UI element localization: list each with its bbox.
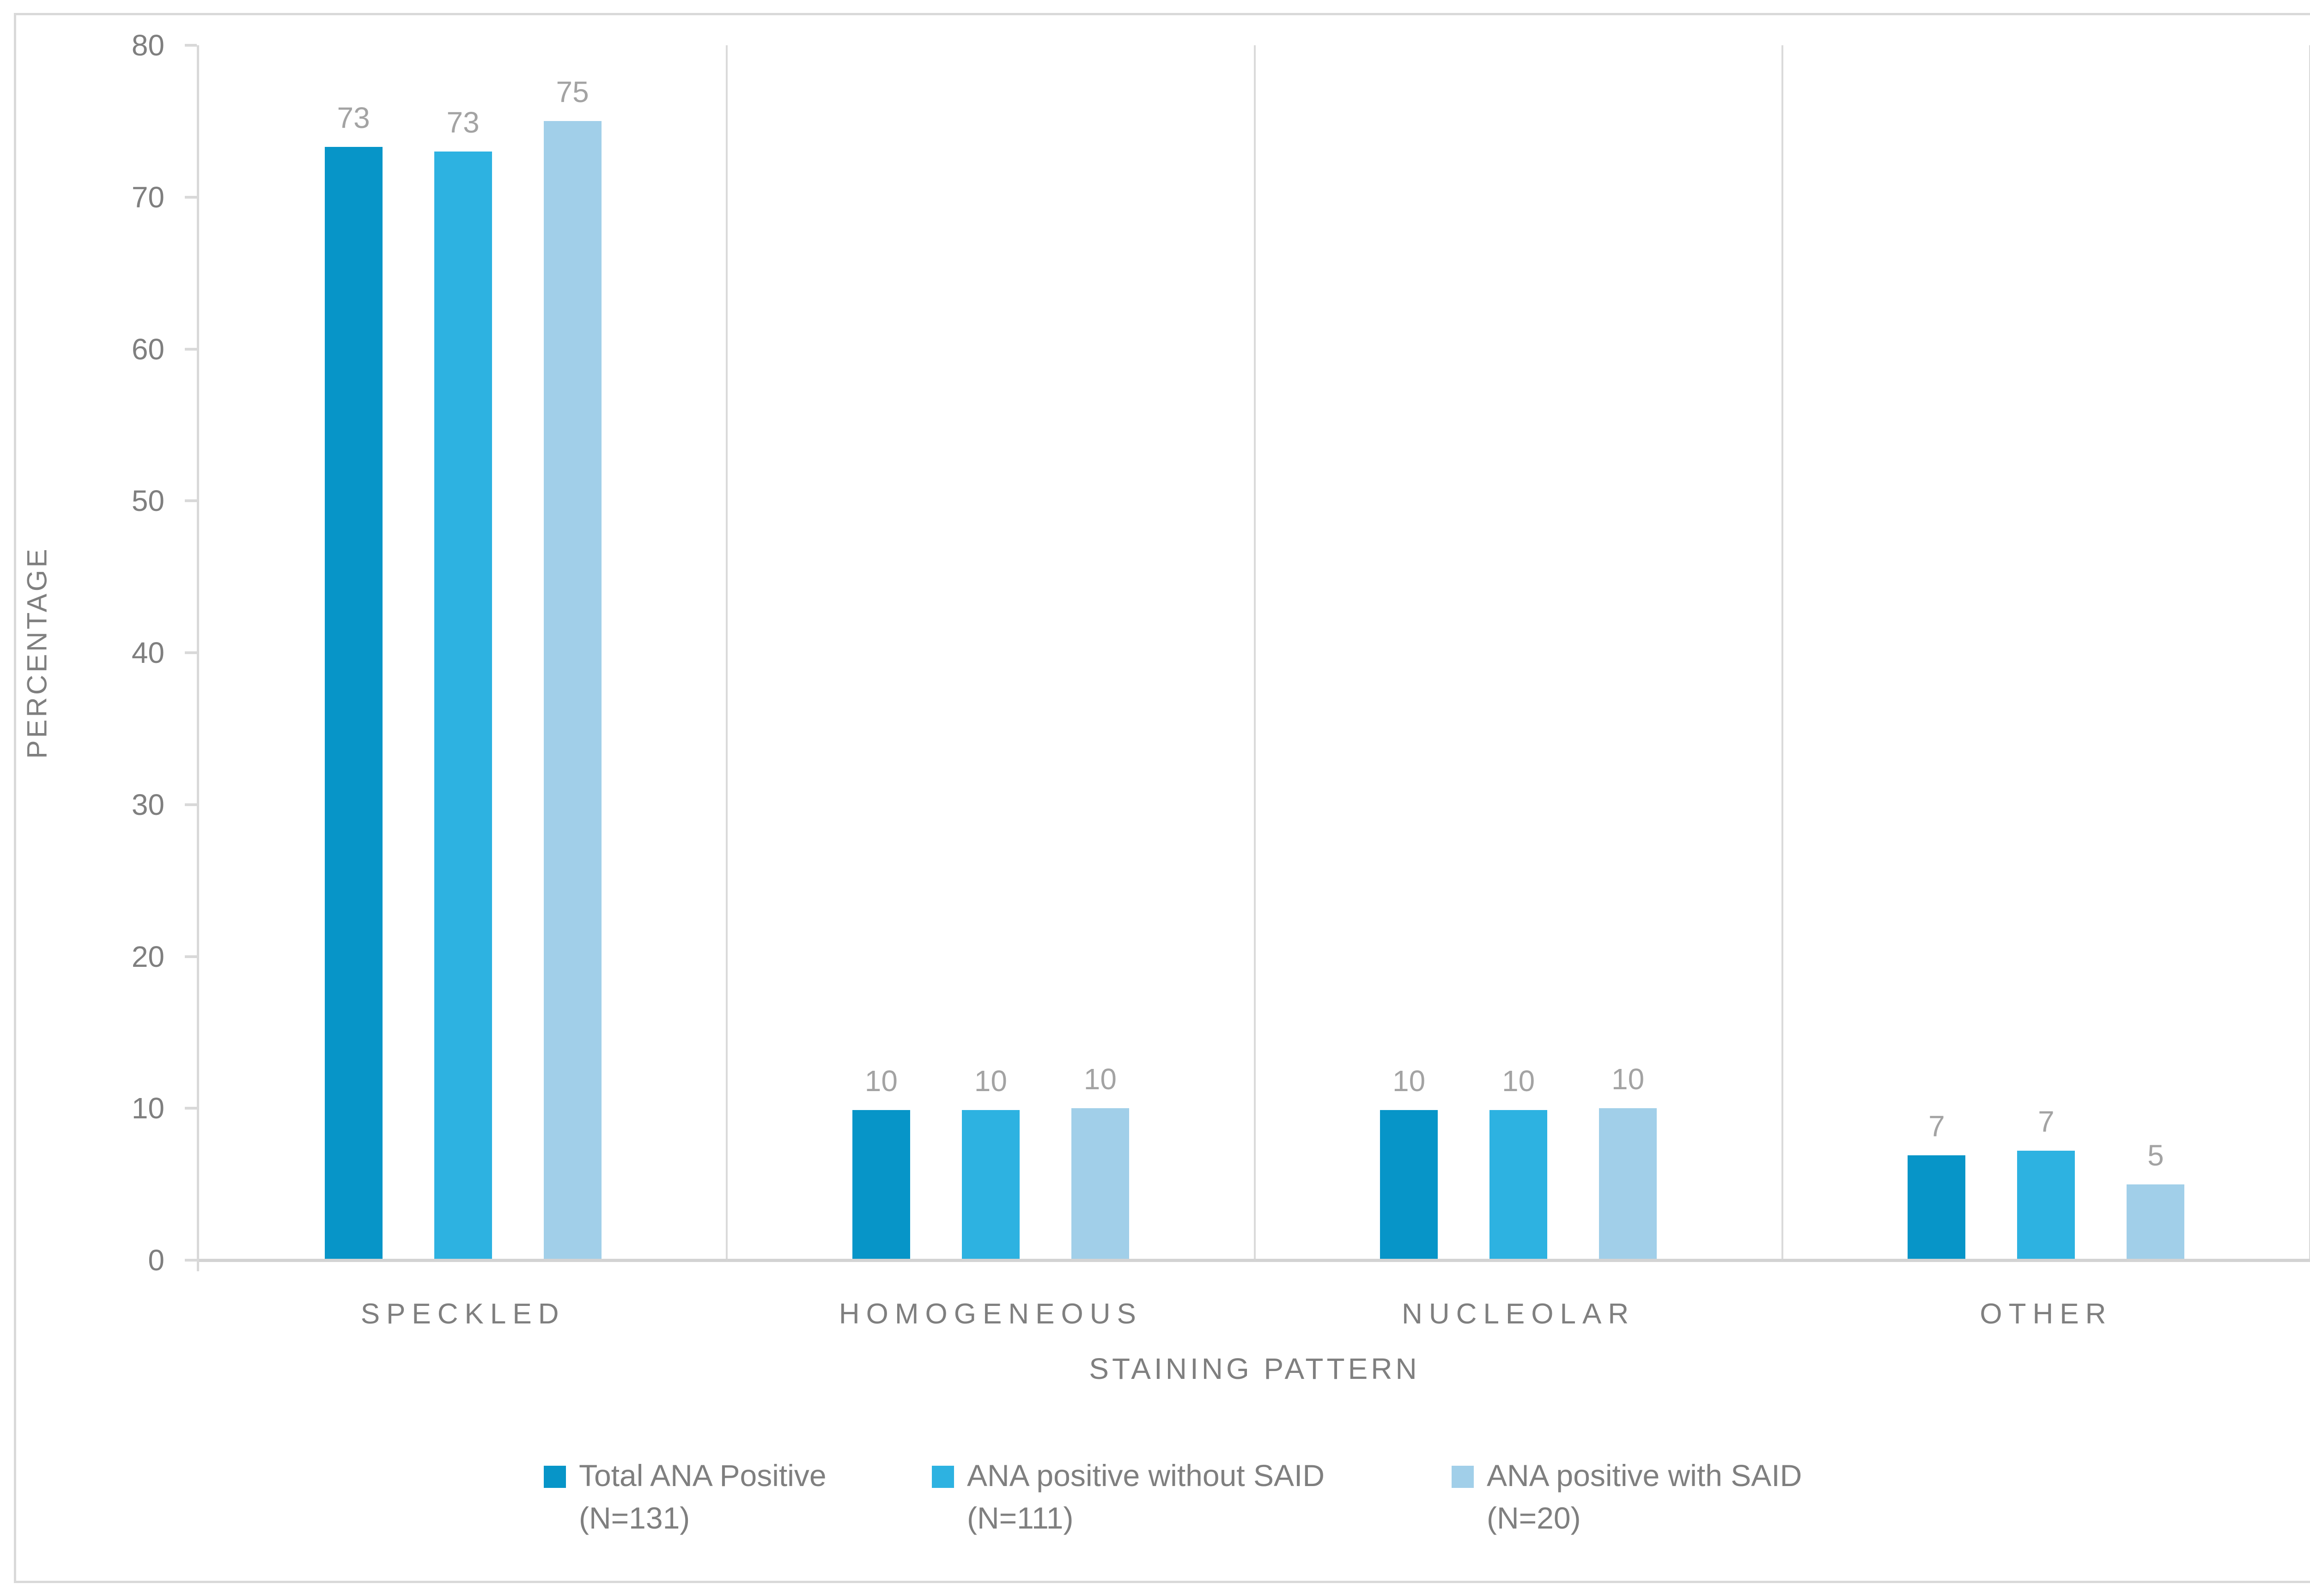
bar [434, 152, 492, 1260]
bar [2017, 1151, 2075, 1260]
legend-series-n: (N=111) [967, 1501, 1074, 1535]
y-tick-mark [185, 955, 197, 958]
y-tick-label: 10 [131, 1092, 164, 1125]
y-tick-mark [185, 499, 197, 503]
bar-value-label: 10 [1083, 1062, 1117, 1096]
bar-value-label: 10 [1502, 1064, 1535, 1098]
category-separator [1253, 45, 1256, 1260]
chart-border [14, 13, 2310, 1583]
bar-value-label: 10 [1392, 1064, 1426, 1098]
legend-series-name: Total ANA Positive [579, 1458, 827, 1493]
legend-series-n: (N=20) [1487, 1501, 1581, 1535]
category-label: OTHER [1980, 1298, 2113, 1330]
y-tick-mark [185, 803, 197, 806]
legend-label: ANA positive with SAID (N=20) [1487, 1454, 1802, 1539]
legend-swatch [544, 1466, 566, 1488]
y-tick-mark [185, 195, 197, 199]
y-tick-mark [185, 44, 197, 47]
bar [961, 1110, 1020, 1260]
bar [852, 1110, 910, 1260]
bar-value-label: 7 [1928, 1110, 1945, 1143]
y-tick-label: 80 [131, 29, 164, 62]
x-axis-line [199, 1259, 2310, 1262]
legend-label: Total ANA Positive (N=131) [579, 1454, 827, 1539]
legend-label: ANA positive without SAID (N=111) [967, 1454, 1325, 1539]
bar-value-label: 75 [556, 75, 589, 109]
legend-swatch [932, 1466, 954, 1488]
y-tick-label: 50 [131, 484, 164, 518]
category-separator [2309, 45, 2310, 1260]
y-tick-label: 0 [148, 1244, 164, 1277]
bar [1489, 1110, 1548, 1260]
y-tick-label: 70 [131, 180, 164, 214]
legend-swatch [1452, 1466, 1474, 1488]
category-label: NUCLEOLAR [1402, 1298, 1635, 1330]
y-axis-line [197, 45, 199, 1271]
bar [1380, 1110, 1438, 1260]
y-tick-label: 20 [131, 940, 164, 973]
bar [1908, 1155, 1966, 1260]
bar [1071, 1108, 1129, 1260]
x-axis-title: STAINING PATTERN [1089, 1352, 1420, 1385]
y-tick-label: 30 [131, 788, 164, 821]
y-tick-mark [185, 651, 197, 654]
y-tick-label: 60 [131, 332, 164, 366]
bar [1599, 1108, 1657, 1260]
legend-series-name: ANA positive with SAID [1487, 1458, 1802, 1493]
bar-value-label: 5 [2147, 1138, 2164, 1172]
y-tick-mark [185, 1107, 197, 1110]
y-tick-label: 40 [131, 636, 164, 669]
bar [543, 121, 602, 1260]
bar-value-label: 73 [446, 106, 480, 140]
y-tick-mark [185, 347, 197, 351]
bar [324, 147, 383, 1260]
category-separator [1781, 45, 1783, 1260]
bar-value-label: 7 [2038, 1105, 2055, 1139]
bar-value-label: 10 [1611, 1062, 1645, 1096]
bar-value-label: 73 [337, 101, 370, 135]
category-label: SPECKLED [360, 1298, 565, 1330]
legend-series-n: (N=131) [579, 1501, 690, 1535]
bar [2127, 1184, 2185, 1260]
legend-series-name: ANA positive without SAID [967, 1458, 1325, 1493]
category-separator [726, 45, 728, 1260]
bar-value-label: 10 [974, 1064, 1007, 1098]
category-label: HOMOGENEOUS [839, 1298, 1143, 1330]
y-tick-mark [185, 1259, 197, 1262]
bar-value-label: 10 [864, 1064, 898, 1098]
